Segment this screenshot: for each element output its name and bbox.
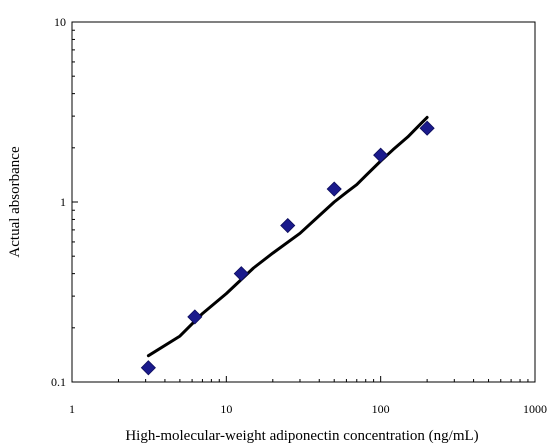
data-point — [373, 147, 389, 163]
y-tick-label: 1 — [60, 195, 66, 209]
data-point — [326, 181, 342, 197]
y-tick-label: 0.1 — [51, 375, 66, 389]
x-tick-label: 1000 — [523, 402, 547, 416]
plot-area — [71, 21, 536, 383]
x-tick-label: 1 — [69, 402, 75, 416]
x-axis-title: High-molecular-weight adiponectin concen… — [125, 428, 478, 444]
data-point — [187, 309, 203, 325]
y-axis-title: Actual absorbance — [7, 146, 23, 258]
axis-ticks — [71, 21, 536, 383]
fit-line — [146, 115, 429, 358]
x-tick-label: 100 — [372, 402, 390, 416]
data-point — [280, 217, 296, 234]
data-point — [140, 360, 156, 376]
data-point — [233, 266, 249, 282]
data-markers — [140, 120, 435, 376]
y-tick-label: 10 — [54, 15, 66, 29]
data-point — [419, 120, 435, 136]
x-tick-label: 10 — [220, 402, 232, 416]
